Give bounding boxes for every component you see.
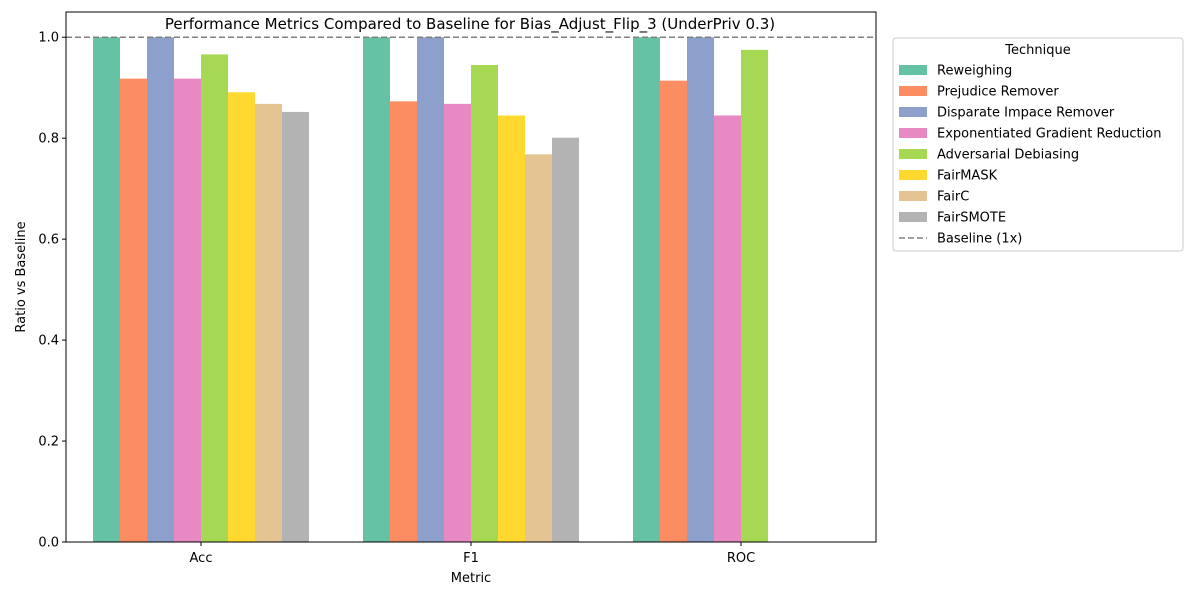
bar-exponentiated-gradient-reduction-roc	[714, 115, 741, 542]
y-tick-label: 0.4	[38, 334, 59, 349]
bar-reweighing-f1	[363, 37, 390, 542]
y-tick-label: 0.0	[38, 536, 59, 551]
y-axis: 0.0 0.2 0.4 0.6 0.8 1.0	[38, 31, 66, 551]
y-tick-label: 0.6	[38, 233, 59, 248]
legend-swatch	[899, 170, 927, 180]
x-axis: Acc F1 ROC	[190, 542, 755, 566]
bar-fairsmote-acc	[282, 111, 309, 542]
bar-reweighing-acc	[93, 37, 120, 542]
bar-prejudice-remover-acc	[120, 78, 147, 542]
legend-label: Prejudice Remover	[937, 85, 1059, 100]
bar-prejudice-remover-f1	[390, 101, 417, 542]
legend-swatch	[899, 212, 927, 222]
legend-label: Exponentiated Gradient Reduction	[937, 127, 1161, 142]
bar-reweighing-roc	[633, 37, 660, 542]
bar-adversarial-debiasing-acc	[201, 54, 228, 543]
bar-exponentiated-gradient-reduction-acc	[174, 78, 201, 542]
legend-label: FairMASK	[937, 169, 998, 184]
x-tick-label: F1	[463, 551, 479, 566]
legend-swatch	[899, 107, 927, 117]
bar-disparate-impace-remover-roc	[687, 37, 714, 542]
bar-fairmask-acc	[228, 92, 255, 542]
legend-swatch	[899, 128, 927, 138]
legend-label: Adversarial Debiasing	[937, 148, 1079, 163]
bar-exponentiated-gradient-reduction-f1	[444, 103, 471, 542]
chart-title: Performance Metrics Compared to Baseline…	[165, 15, 775, 34]
legend-title: Technique	[1004, 43, 1070, 58]
x-tick-label: Acc	[190, 551, 213, 566]
bar-prejudice-remover-roc	[660, 80, 687, 543]
y-tick-label: 0.2	[38, 435, 59, 450]
x-tick-label: ROC	[727, 551, 755, 566]
bar-fairsmote-f1	[552, 137, 579, 542]
bar-disparate-impace-remover-f1	[417, 37, 444, 542]
legend-label: Baseline (1x)	[937, 232, 1022, 247]
bar-fairc-f1	[525, 154, 552, 543]
legend-frame	[892, 37, 1184, 252]
legend-label: FairSMOTE	[937, 211, 1006, 226]
legend-label: Disparate Impace Remover	[937, 106, 1115, 121]
y-tick-label: 0.8	[38, 132, 59, 147]
legend-swatch	[899, 149, 927, 159]
bar-adversarial-debiasing-f1	[471, 65, 498, 542]
legend-swatch	[899, 191, 927, 201]
legend-swatch	[899, 86, 927, 96]
y-tick-label: 1.0	[38, 31, 59, 46]
y-axis-label: Ratio vs Baseline	[14, 221, 29, 332]
bar-adversarial-debiasing-roc	[741, 49, 768, 542]
legend-label: FairC	[937, 190, 969, 205]
bars-layer	[93, 37, 768, 543]
bar-disparate-impace-remover-acc	[147, 37, 174, 542]
bar-fairc-acc	[255, 103, 282, 542]
legend: Technique Reweighing Prejudice Remover Dis…	[892, 37, 1184, 252]
legend-label: Reweighing	[937, 64, 1012, 79]
bar-fairmask-f1	[498, 115, 525, 542]
legend-items: Reweighing Prejudice Remover Disparate Imp…	[899, 64, 1161, 247]
x-axis-label: Metric	[451, 571, 491, 586]
legend-swatch	[899, 65, 927, 75]
